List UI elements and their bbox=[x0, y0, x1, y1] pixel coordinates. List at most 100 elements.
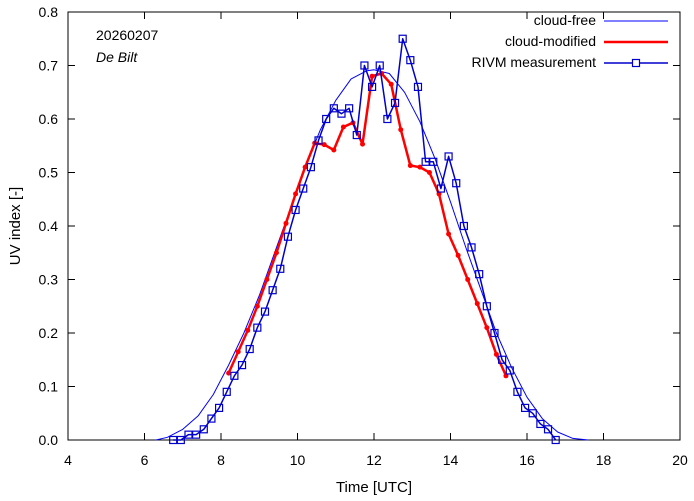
rivm-point bbox=[207, 414, 216, 423]
rivm-point bbox=[383, 114, 392, 124]
x-tick-label: 16 bbox=[519, 452, 535, 468]
rivm-point bbox=[498, 355, 507, 364]
cloud-modified-point bbox=[321, 142, 327, 148]
rivm-point bbox=[169, 435, 178, 445]
cloud-modified-point bbox=[245, 327, 251, 333]
y-tick-label: 0.2 bbox=[39, 325, 59, 341]
rivm-point bbox=[230, 371, 239, 380]
y-tick-label: 0.6 bbox=[39, 111, 59, 127]
rivm-point bbox=[360, 61, 369, 70]
y-tick-label: 0.3 bbox=[39, 272, 59, 288]
rivm-point bbox=[291, 205, 300, 215]
cloud-modified-point bbox=[273, 250, 279, 256]
rivm-point bbox=[543, 425, 553, 434]
rivm-point bbox=[222, 387, 231, 396]
y-tick-label: 0.1 bbox=[39, 379, 59, 395]
rivm-point bbox=[475, 270, 484, 279]
rivm-point bbox=[314, 136, 323, 145]
rivm-point bbox=[505, 366, 514, 375]
y-tick-label: 0.8 bbox=[39, 4, 59, 20]
rivm-point bbox=[283, 232, 293, 241]
rivm-point bbox=[199, 425, 208, 434]
rivm-point bbox=[337, 109, 346, 118]
legend-marker-rivm bbox=[631, 58, 641, 68]
rivm-point bbox=[452, 179, 461, 188]
rivm-point bbox=[176, 435, 185, 445]
axis-ticks: 4 6 8 10 12 14 16 18 20 0.0 0.1 0.2 0.3 0.4 0.5 0.6 0.7 0… bbox=[39, 4, 688, 468]
x-tick-label: 14 bbox=[443, 452, 459, 468]
cloud-modified-point bbox=[226, 370, 232, 376]
date-annotation: 20260207 bbox=[96, 27, 159, 43]
cloud-modified-point bbox=[426, 170, 432, 175]
rivm-point bbox=[192, 430, 201, 439]
x-tick-label: 12 bbox=[366, 452, 382, 468]
rivm-point bbox=[253, 323, 262, 332]
station-annotation: De Bilt bbox=[96, 49, 138, 65]
legend-label-cloud-modified: cloud-modified bbox=[505, 33, 596, 49]
cloud-modified-point bbox=[465, 277, 471, 282]
x-axis-label: Time [UTC] bbox=[336, 479, 412, 496]
cloud-modified-point bbox=[302, 164, 308, 170]
series-layer bbox=[155, 34, 589, 445]
cloud-modified-point bbox=[398, 127, 404, 133]
rivm-point bbox=[436, 184, 446, 193]
cloud-modified-point bbox=[407, 163, 413, 169]
y-tick-label: 0.4 bbox=[39, 218, 59, 234]
rivm-point bbox=[482, 302, 491, 311]
x-tick-label: 4 bbox=[64, 452, 72, 468]
rivm-point bbox=[467, 243, 476, 252]
cloud-modified-point bbox=[388, 81, 394, 87]
cloud-modified-point bbox=[446, 231, 452, 237]
cloud-modified-point bbox=[474, 301, 480, 307]
rivm-point bbox=[551, 435, 560, 445]
rivm-point bbox=[306, 163, 315, 172]
rivm-point bbox=[352, 130, 361, 140]
rivm-point bbox=[536, 419, 545, 429]
rivm-point bbox=[406, 56, 415, 65]
y-tick-label: 0.7 bbox=[39, 58, 59, 74]
rivm-point bbox=[322, 114, 331, 124]
x-tick-label: 6 bbox=[141, 452, 149, 468]
rivm-point bbox=[345, 104, 354, 113]
rivm-point bbox=[237, 361, 247, 370]
rivm-point bbox=[329, 104, 338, 113]
cloud-modified-point bbox=[369, 73, 375, 79]
cloud-modified-point bbox=[254, 303, 260, 309]
cloud-modified-point bbox=[264, 277, 270, 282]
rivm-point bbox=[390, 98, 400, 108]
x-tick-label: 18 bbox=[596, 452, 612, 468]
rivm-point bbox=[490, 328, 499, 338]
rivm-point bbox=[429, 157, 438, 166]
series-line-cloud-modified bbox=[227, 72, 508, 377]
cloud-modified-point bbox=[493, 351, 499, 357]
legend: cloud-free cloud-modified RIVM measureme… bbox=[472, 12, 668, 70]
cloud-modified-point bbox=[360, 141, 366, 147]
cloud-modified-point bbox=[331, 147, 337, 153]
cloud-modified-point bbox=[484, 325, 490, 331]
rivm-point bbox=[444, 152, 453, 161]
rivm-point bbox=[260, 307, 270, 316]
rivm-point bbox=[299, 184, 308, 193]
legend-label-rivm: RIVM measurement bbox=[472, 54, 597, 70]
rivm-point bbox=[398, 34, 407, 43]
series-line-cloud-free bbox=[155, 69, 589, 441]
rivm-point bbox=[268, 286, 277, 295]
rivm-point bbox=[528, 409, 537, 418]
y-tick-label: 0.5 bbox=[39, 165, 59, 181]
y-axis-label: UV index [-] bbox=[7, 187, 24, 265]
x-tick-label: 8 bbox=[217, 452, 225, 468]
rivm-point bbox=[245, 344, 254, 354]
rivm-point bbox=[513, 387, 522, 396]
legend-label-cloud-free: cloud-free bbox=[534, 12, 596, 28]
rivm-point bbox=[459, 221, 468, 231]
rivm-point bbox=[375, 61, 384, 70]
rivm-point bbox=[214, 403, 224, 412]
x-tick-label: 20 bbox=[672, 452, 688, 468]
rivm-point bbox=[413, 82, 423, 92]
x-tick-label: 10 bbox=[290, 452, 306, 468]
rivm-point bbox=[276, 264, 285, 273]
rivm-point bbox=[421, 157, 430, 166]
cloud-modified-point bbox=[417, 164, 423, 170]
rivm-point bbox=[184, 430, 193, 439]
